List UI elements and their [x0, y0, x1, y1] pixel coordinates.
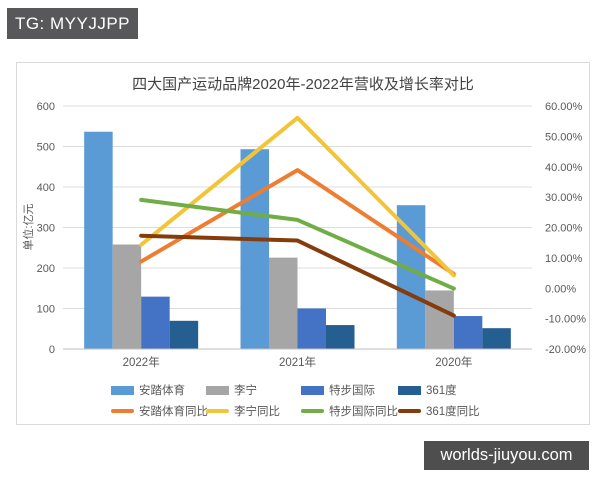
bar-李宁-2022年	[112, 244, 142, 349]
bar-特步国际-2021年	[297, 308, 326, 349]
bar-李宁-2020年	[425, 290, 454, 349]
watermark: worlds-jiuyou.com	[424, 441, 589, 470]
bar-安踏体育-2021年	[240, 149, 269, 349]
right-axis-tick: 30.00%	[545, 192, 583, 204]
legend-item-特步国际: 特步国际	[301, 383, 375, 397]
bar-361度-2021年	[326, 325, 355, 349]
legend-item-361度: 361度	[398, 383, 457, 397]
bar-特步国际-2022年	[141, 296, 170, 349]
right-axis-tick: 10.00%	[545, 253, 583, 265]
legend-bar-swatch-安踏体育	[111, 385, 134, 395]
line-李宁同比	[139, 115, 456, 278]
line-特步国际同比	[139, 197, 456, 291]
legend-label: 安踏体育同比	[139, 406, 208, 418]
right-axis-tick: 0.00%	[545, 283, 576, 295]
chart-plot-area: 0 100 200 300 400 500 600 -20.00% -10.00% 0.00% 10…	[21, 101, 586, 369]
legend-line-swatch-李宁同比	[206, 409, 229, 413]
legend-label: 特步国际	[329, 385, 375, 397]
legend-label: 李宁同比	[234, 406, 280, 418]
legend-item-安踏体育: 安踏体育	[111, 383, 185, 397]
legend-line-swatch-361度同比	[398, 409, 421, 413]
right-axis-tick: 20.00%	[545, 223, 583, 235]
legend-item-361度同比: 361度同比	[398, 404, 480, 418]
legend-label: 李宁	[234, 385, 257, 397]
legend-label: 安踏体育	[139, 385, 185, 397]
legend-item-李宁同比: 李宁同比	[206, 404, 280, 418]
legend-bar-swatch-361度	[398, 385, 421, 395]
right-axis-tick: -20.00%	[545, 344, 586, 356]
left-axis-tick: 600	[37, 101, 55, 113]
right-axis-tick: 40.00%	[545, 162, 583, 174]
legend-label: 特步国际同比	[329, 406, 398, 418]
left-axis-tick: 300	[37, 223, 55, 235]
chart-title: 四大国产运动品牌2020年-2022年营收及增长率对比	[132, 76, 474, 93]
left-axis-title: 单位:亿元	[21, 203, 35, 250]
bar-安踏体育-2020年	[396, 205, 426, 349]
bar-361度-2022年	[169, 320, 199, 349]
legend-bar-swatch-特步国际	[301, 385, 324, 395]
legend-item-特步国际同比: 特步国际同比	[301, 404, 398, 418]
legend-line-swatch-安踏体育同比	[111, 409, 134, 413]
right-axis-tick: 50.00%	[545, 131, 583, 143]
tg-badge: TG: MYYJJPP	[7, 8, 138, 39]
right-axis-tick: 60.00%	[545, 101, 583, 113]
x-axis-label: 2021年	[279, 355, 316, 369]
chart-frame: 四大国产运动品牌2020年-2022年营收及增长率对比 0 100 200 300 40…	[16, 62, 590, 425]
line-361度同比	[139, 233, 456, 318]
left-axis-tick: 200	[37, 263, 55, 275]
legend-item-安踏体育同比: 安踏体育同比	[111, 404, 208, 418]
bar-361度-2020年	[482, 328, 511, 349]
left-axis-tick: 0	[49, 344, 55, 356]
x-axis-label: 2020年	[435, 355, 472, 369]
bar-安踏体育-2022年	[84, 131, 113, 349]
x-axis-label: 2022年	[123, 355, 160, 369]
legend-label: 361度	[426, 385, 457, 397]
left-axis-tick: 500	[37, 142, 55, 154]
left-axis-tick: 400	[37, 182, 55, 194]
legend-label: 361度同比	[426, 406, 480, 418]
legend-bar-swatch-李宁	[206, 385, 229, 395]
line-安踏体育同比	[139, 168, 456, 276]
right-axis-tick: -10.00%	[545, 314, 586, 326]
left-axis-tick: 100	[37, 304, 55, 316]
legend-item-李宁: 李宁	[206, 383, 257, 397]
bar-李宁-2021年	[269, 257, 298, 349]
legend-line-swatch-特步国际同比	[301, 409, 324, 413]
bar-特步国际-2020年	[453, 316, 483, 349]
